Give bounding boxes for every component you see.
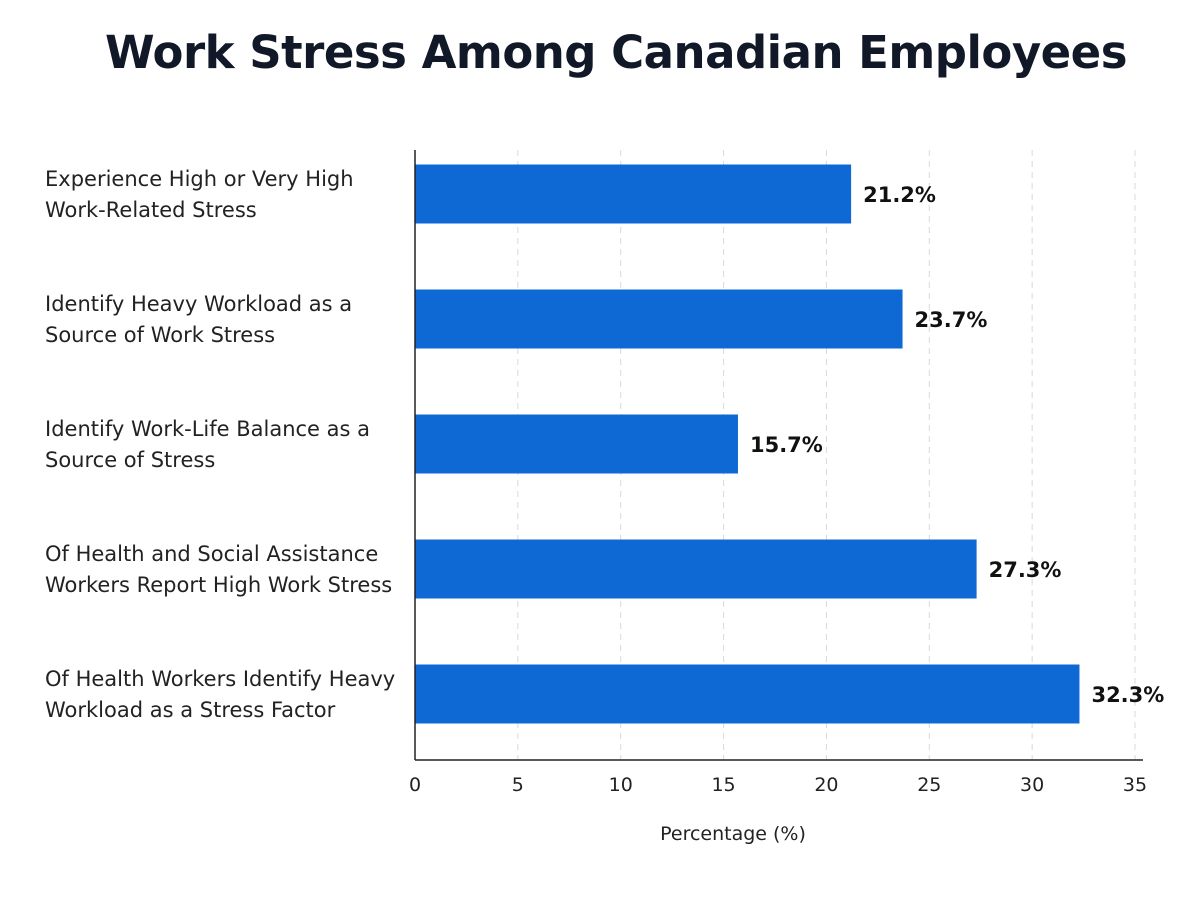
x-tick-label: 25: [917, 774, 941, 796]
category-label: Identify Work-Life Balance as a Source of…: [45, 417, 370, 472]
bar: [415, 539, 977, 599]
bar: [415, 289, 903, 349]
x-tick-label: 20: [814, 774, 838, 796]
x-tick-label: 15: [711, 774, 735, 796]
bar-value-label: 21.2%: [863, 183, 936, 207]
bar: [415, 164, 852, 224]
bar-value-label: 23.7%: [915, 308, 988, 332]
chart-title: Work Stress Among Canadian Employees: [105, 26, 1128, 79]
bar: [415, 414, 738, 474]
x-tick-label: 35: [1123, 774, 1147, 796]
axes: [414, 150, 1143, 761]
labels: 0 5 10 15 20 25 30 35 21.2% Experience High or Ve…: [45, 167, 1164, 796]
category-label: Identify Heavy Workload as a Source of Wo…: [45, 292, 352, 347]
bar-value-label: 27.3%: [989, 558, 1062, 582]
bar-value-label: 32.3%: [1091, 683, 1164, 707]
x-axis-title: Percentage (%): [660, 823, 806, 845]
bars: [415, 164, 1080, 724]
x-tick-label: 5: [512, 774, 524, 796]
category-label: Of Health Workers Identify Heavy Workload…: [45, 667, 395, 722]
x-tick-label: 30: [1020, 774, 1044, 796]
grid-lines: [517, 150, 1136, 760]
bar-value-label: 15.7%: [750, 433, 823, 457]
category-label: Of Health and Social Assistance Workers R…: [45, 542, 392, 597]
bar: [415, 664, 1080, 724]
x-tick-label: 0: [409, 774, 421, 796]
x-tick-label: 10: [609, 774, 633, 796]
category-label: Experience High or Very High Work-Related…: [45, 167, 354, 222]
